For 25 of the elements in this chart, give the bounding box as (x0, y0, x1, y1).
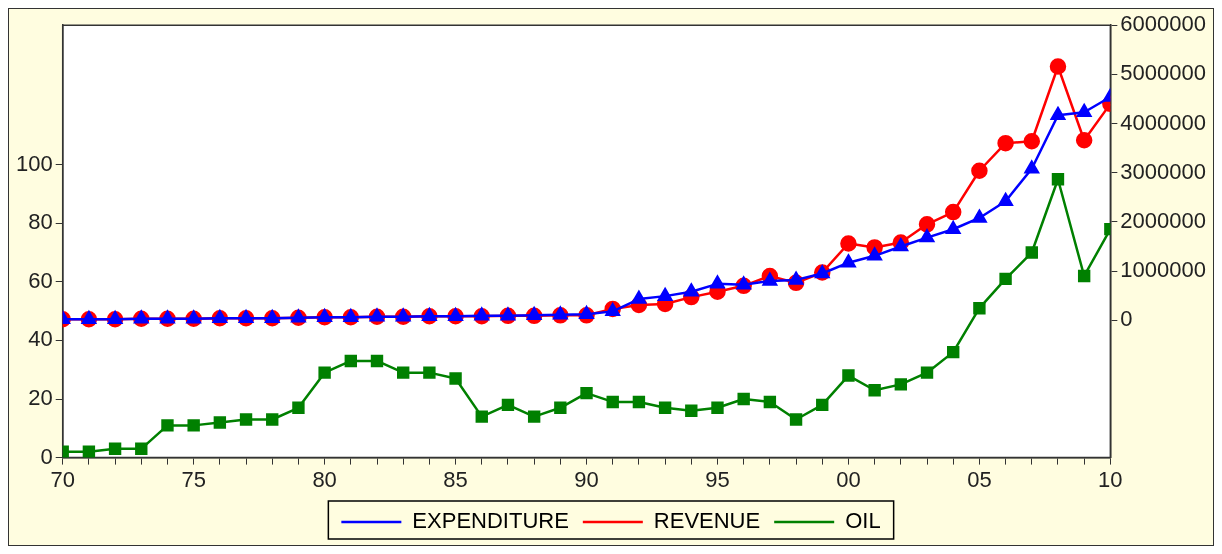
x-tick-label: 85 (443, 466, 468, 492)
y-tick-label: 0 (40, 443, 53, 469)
y2-tick-label: 5000000 (1120, 60, 1207, 86)
y2-tick-label: 0 (1120, 306, 1133, 332)
y2-tick-label: 2000000 (1120, 207, 1207, 233)
x-tick-label: 90 (574, 466, 599, 492)
x-tick-label: 75 (181, 466, 206, 492)
y-tick-label: 100 (15, 150, 53, 176)
y2-tick-label: 4000000 (1120, 109, 1207, 135)
y-tick-label: 20 (28, 385, 53, 411)
y2-tick-label: 6000000 (1120, 11, 1207, 37)
y-tick-label: 60 (28, 267, 53, 293)
y-tick-label: 40 (28, 326, 53, 352)
x-tick-label: 10 (1098, 466, 1123, 492)
legend-label: OIL (845, 508, 881, 534)
x-tick-label: 00 (836, 466, 861, 492)
y2-tick-label: 3000000 (1120, 158, 1207, 184)
x-tick-label: 95 (705, 466, 730, 492)
legend-label: EXPENDITURE (412, 508, 569, 534)
y2-tick-label: 1000000 (1120, 257, 1207, 283)
legend-label: REVENUE (653, 508, 761, 534)
x-tick-label: 80 (312, 466, 337, 492)
x-tick-label: 05 (967, 466, 992, 492)
y-tick-label: 80 (28, 209, 53, 235)
x-tick-label: 70 (50, 466, 75, 492)
